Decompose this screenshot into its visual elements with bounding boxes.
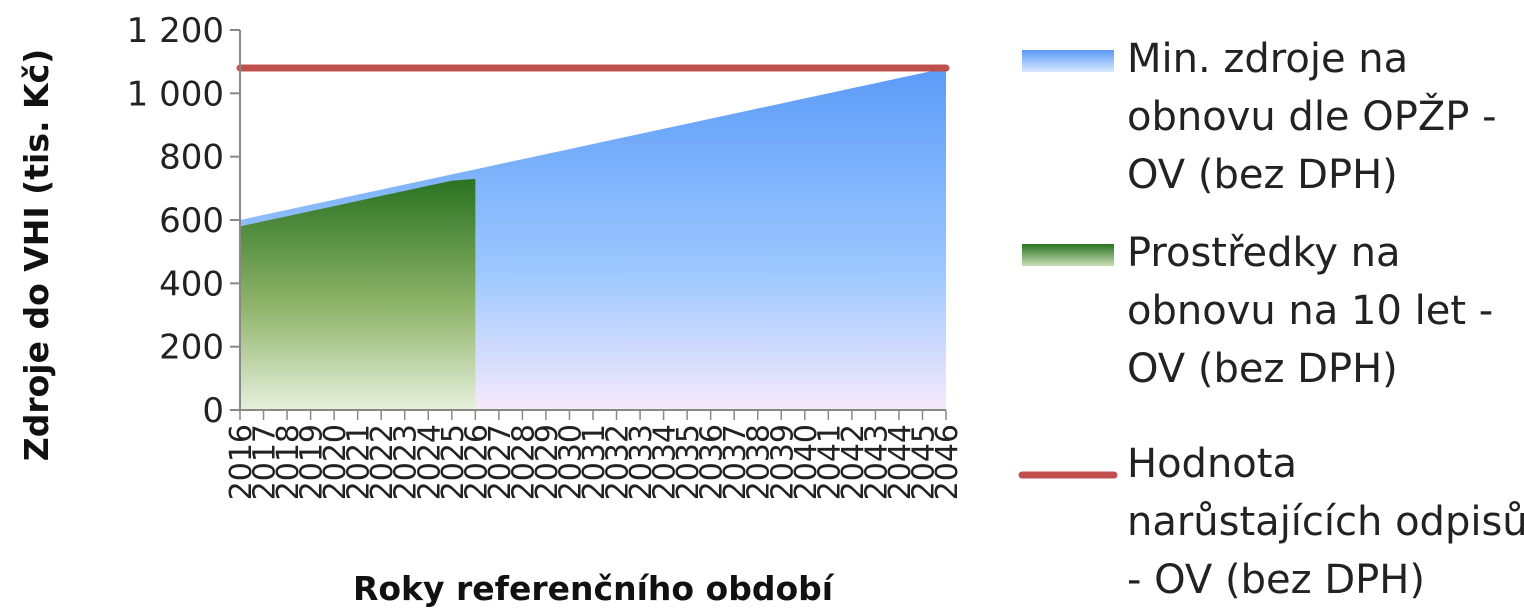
legend: Min. zdroje na obnovu dle OPŽP -OV (bez D… <box>1018 36 1524 603</box>
x-tick-label: 2023 <box>389 424 424 500</box>
x-tick-label: 2027 <box>483 424 518 500</box>
x-tick-label: 2019 <box>295 424 330 500</box>
x-tick-label: 2029 <box>530 424 565 500</box>
x-tick-label: 2036 <box>695 424 730 500</box>
x-tick-label: 2043 <box>859 424 894 500</box>
x-tick-label: 2016 <box>224 424 259 500</box>
y-tick-label: 1 200 <box>127 11 224 51</box>
y-tick-label: 0 <box>202 391 224 431</box>
x-tick-label: 2026 <box>459 424 494 500</box>
x-tick-label: 2041 <box>812 424 847 500</box>
x-tick-label: 2032 <box>601 424 636 500</box>
x-axis: 2016201720182019202020212022202320242025… <box>224 409 965 500</box>
x-tick-label: 2040 <box>789 424 824 500</box>
x-tick-label: 2024 <box>412 424 447 500</box>
legend-label-0: Min. zdroje na obnovu dle OPŽP -OV (bez D… <box>1127 36 1497 198</box>
x-tick-label: 2039 <box>765 424 800 500</box>
x-axis-title: Roky referenčního období <box>353 569 835 608</box>
y-tick-label: 800 <box>159 138 224 178</box>
x-tick-label: 2033 <box>624 424 659 500</box>
x-tick-label: 2020 <box>318 424 353 500</box>
x-tick-label: 2031 <box>577 424 612 500</box>
y-tick-label: 400 <box>159 264 224 304</box>
legend-label-1: Prostředky na obnovu na 10 let -OV (bez D… <box>1127 230 1493 392</box>
legend-swatch-1 <box>1022 244 1114 266</box>
x-tick-label: 2044 <box>883 424 918 500</box>
y-axis-title: Zdroje do VHI (tis. Kč) <box>17 49 56 461</box>
legend-label-2: Hodnota narůstajících odpisů - OV (bez DPH… <box>1127 441 1524 603</box>
x-tick-label: 2021 <box>342 424 377 500</box>
x-tick-label: 2028 <box>506 424 541 500</box>
plot-area <box>236 64 950 410</box>
x-tick-label: 2022 <box>365 424 400 500</box>
x-tick-label: 2025 <box>436 424 471 500</box>
y-tick-label: 1 000 <box>127 74 224 114</box>
x-tick-label: 2018 <box>271 424 306 500</box>
y-axis: 0 200 400 600 800 1 000 1 200 <box>127 11 241 431</box>
x-tick-label: 2034 <box>648 424 683 500</box>
x-tick-label: 2017 <box>248 424 283 500</box>
x-tick-label: 2038 <box>742 424 777 500</box>
y-tick-label: 200 <box>159 328 224 368</box>
x-tick-label: 2030 <box>553 424 588 500</box>
legend-swatch-0 <box>1022 50 1114 72</box>
x-tick-label: 2035 <box>671 424 706 500</box>
x-tick-label: 2045 <box>906 424 941 500</box>
x-tick-label: 2037 <box>718 424 753 500</box>
area-series-1 <box>240 178 476 410</box>
x-tick-label: 2042 <box>836 424 871 500</box>
y-tick-label: 600 <box>159 201 224 241</box>
x-tick-label: 2046 <box>930 424 965 500</box>
